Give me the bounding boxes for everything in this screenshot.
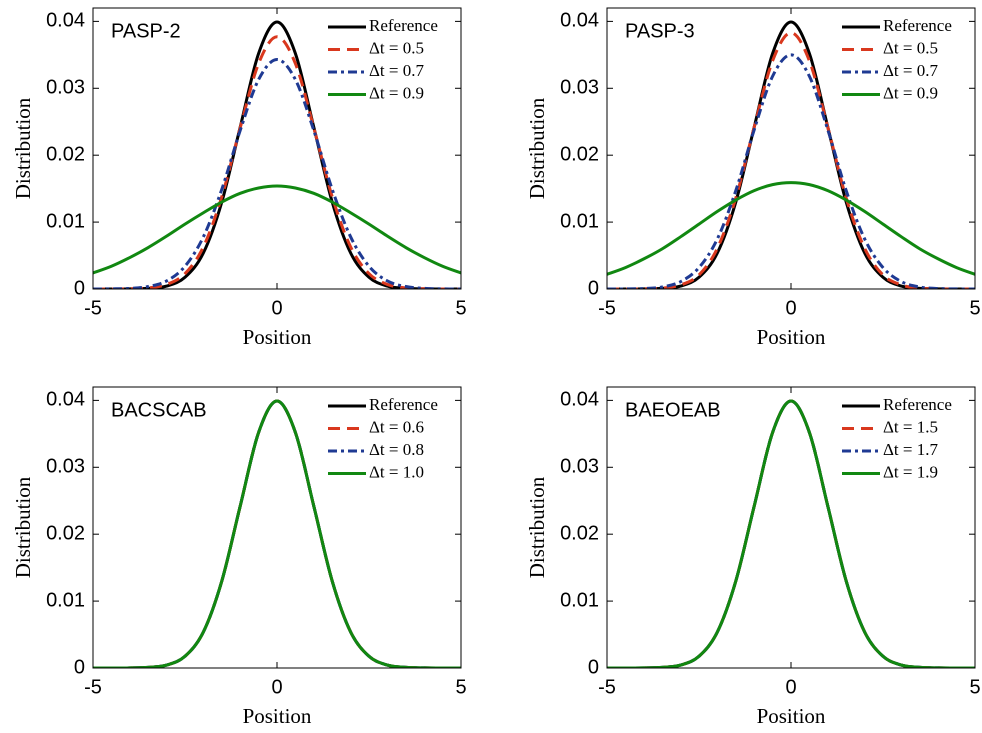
y-tick-label: 0.01: [560, 210, 599, 232]
panel-label: BACSCAB: [111, 399, 207, 421]
y-tick-label: 0.01: [560, 589, 599, 611]
x-axis-label: Position: [243, 325, 312, 349]
legend-label: Δt = 0.9: [883, 83, 938, 102]
legend-label: Reference: [883, 395, 952, 414]
x-axis-label: Position: [243, 704, 312, 728]
y-tick-label: 0.02: [560, 143, 599, 165]
y-tick-label: 0: [74, 656, 85, 678]
y-tick-label: 0.03: [46, 456, 85, 478]
legend-label: Reference: [883, 16, 952, 35]
legend-label: Δt = 0.5: [883, 38, 938, 57]
y-tick-label: 0.01: [46, 589, 85, 611]
panel-label: PASP-3: [625, 20, 695, 42]
y-tick-label: 0.03: [560, 77, 599, 99]
legend-label: Δt = 0.7: [883, 61, 938, 80]
y-tick-label: 0.04: [46, 10, 85, 32]
y-tick-label: 0.03: [560, 456, 599, 478]
legend-label: Δt = 0.7: [369, 61, 424, 80]
y-tick-label: 0.04: [560, 10, 599, 32]
series-line: [607, 31, 975, 289]
x-tick-label: 0: [785, 676, 796, 698]
y-axis-label: Distribution: [525, 476, 549, 578]
series-line: [607, 181, 975, 276]
y-tick-label: 0.03: [46, 77, 85, 99]
y-tick-label: 0: [74, 277, 85, 299]
legend-label: Δt = 1.9: [883, 462, 938, 481]
x-tick-label: -5: [84, 297, 102, 319]
x-tick-label: 0: [785, 297, 796, 319]
legend-label: Δt = 0.8: [369, 440, 424, 459]
x-tick-label: 0: [271, 297, 282, 319]
y-axis-label: Distribution: [11, 97, 35, 199]
x-axis-label: Position: [757, 704, 826, 728]
x-tick-label: 0: [271, 676, 282, 698]
series-line: [93, 399, 461, 668]
legend-label: Δt = 1.0: [369, 462, 424, 481]
x-axis-label: Position: [757, 325, 826, 349]
legend-label: Reference: [369, 16, 438, 35]
panel-label: BAEOEAB: [625, 399, 721, 421]
legend-label: Δt = 0.5: [369, 38, 424, 57]
y-tick-label: 0: [588, 656, 599, 678]
legend-label: Δt = 1.5: [883, 417, 938, 436]
legend-label: Reference: [369, 395, 438, 414]
series-line: [93, 35, 461, 289]
y-axis-label: Distribution: [525, 97, 549, 199]
y-tick-label: 0.02: [46, 143, 85, 165]
x-tick-label: -5: [598, 297, 616, 319]
legend-label: Δt = 1.7: [883, 440, 938, 459]
y-tick-label: 0.04: [46, 389, 85, 411]
x-tick-label: 5: [455, 676, 466, 698]
y-tick-label: 0.01: [46, 210, 85, 232]
x-tick-label: 5: [455, 297, 466, 319]
x-tick-label: -5: [598, 676, 616, 698]
panel-label: PASP-2: [111, 20, 181, 42]
y-tick-label: 0: [588, 277, 599, 299]
y-tick-label: 0.02: [560, 522, 599, 544]
series-line: [607, 53, 975, 289]
y-tick-label: 0.02: [46, 522, 85, 544]
y-tick-label: 0.04: [560, 389, 599, 411]
legend-label: Δt = 0.6: [369, 417, 424, 436]
series-line: [93, 184, 461, 275]
legend-label: Δt = 0.9: [369, 83, 424, 102]
x-tick-label: 5: [969, 676, 980, 698]
series-line: [607, 399, 975, 668]
series-line: [93, 58, 461, 289]
x-tick-label: -5: [84, 676, 102, 698]
x-tick-label: 5: [969, 297, 980, 319]
y-axis-label: Distribution: [11, 476, 35, 578]
